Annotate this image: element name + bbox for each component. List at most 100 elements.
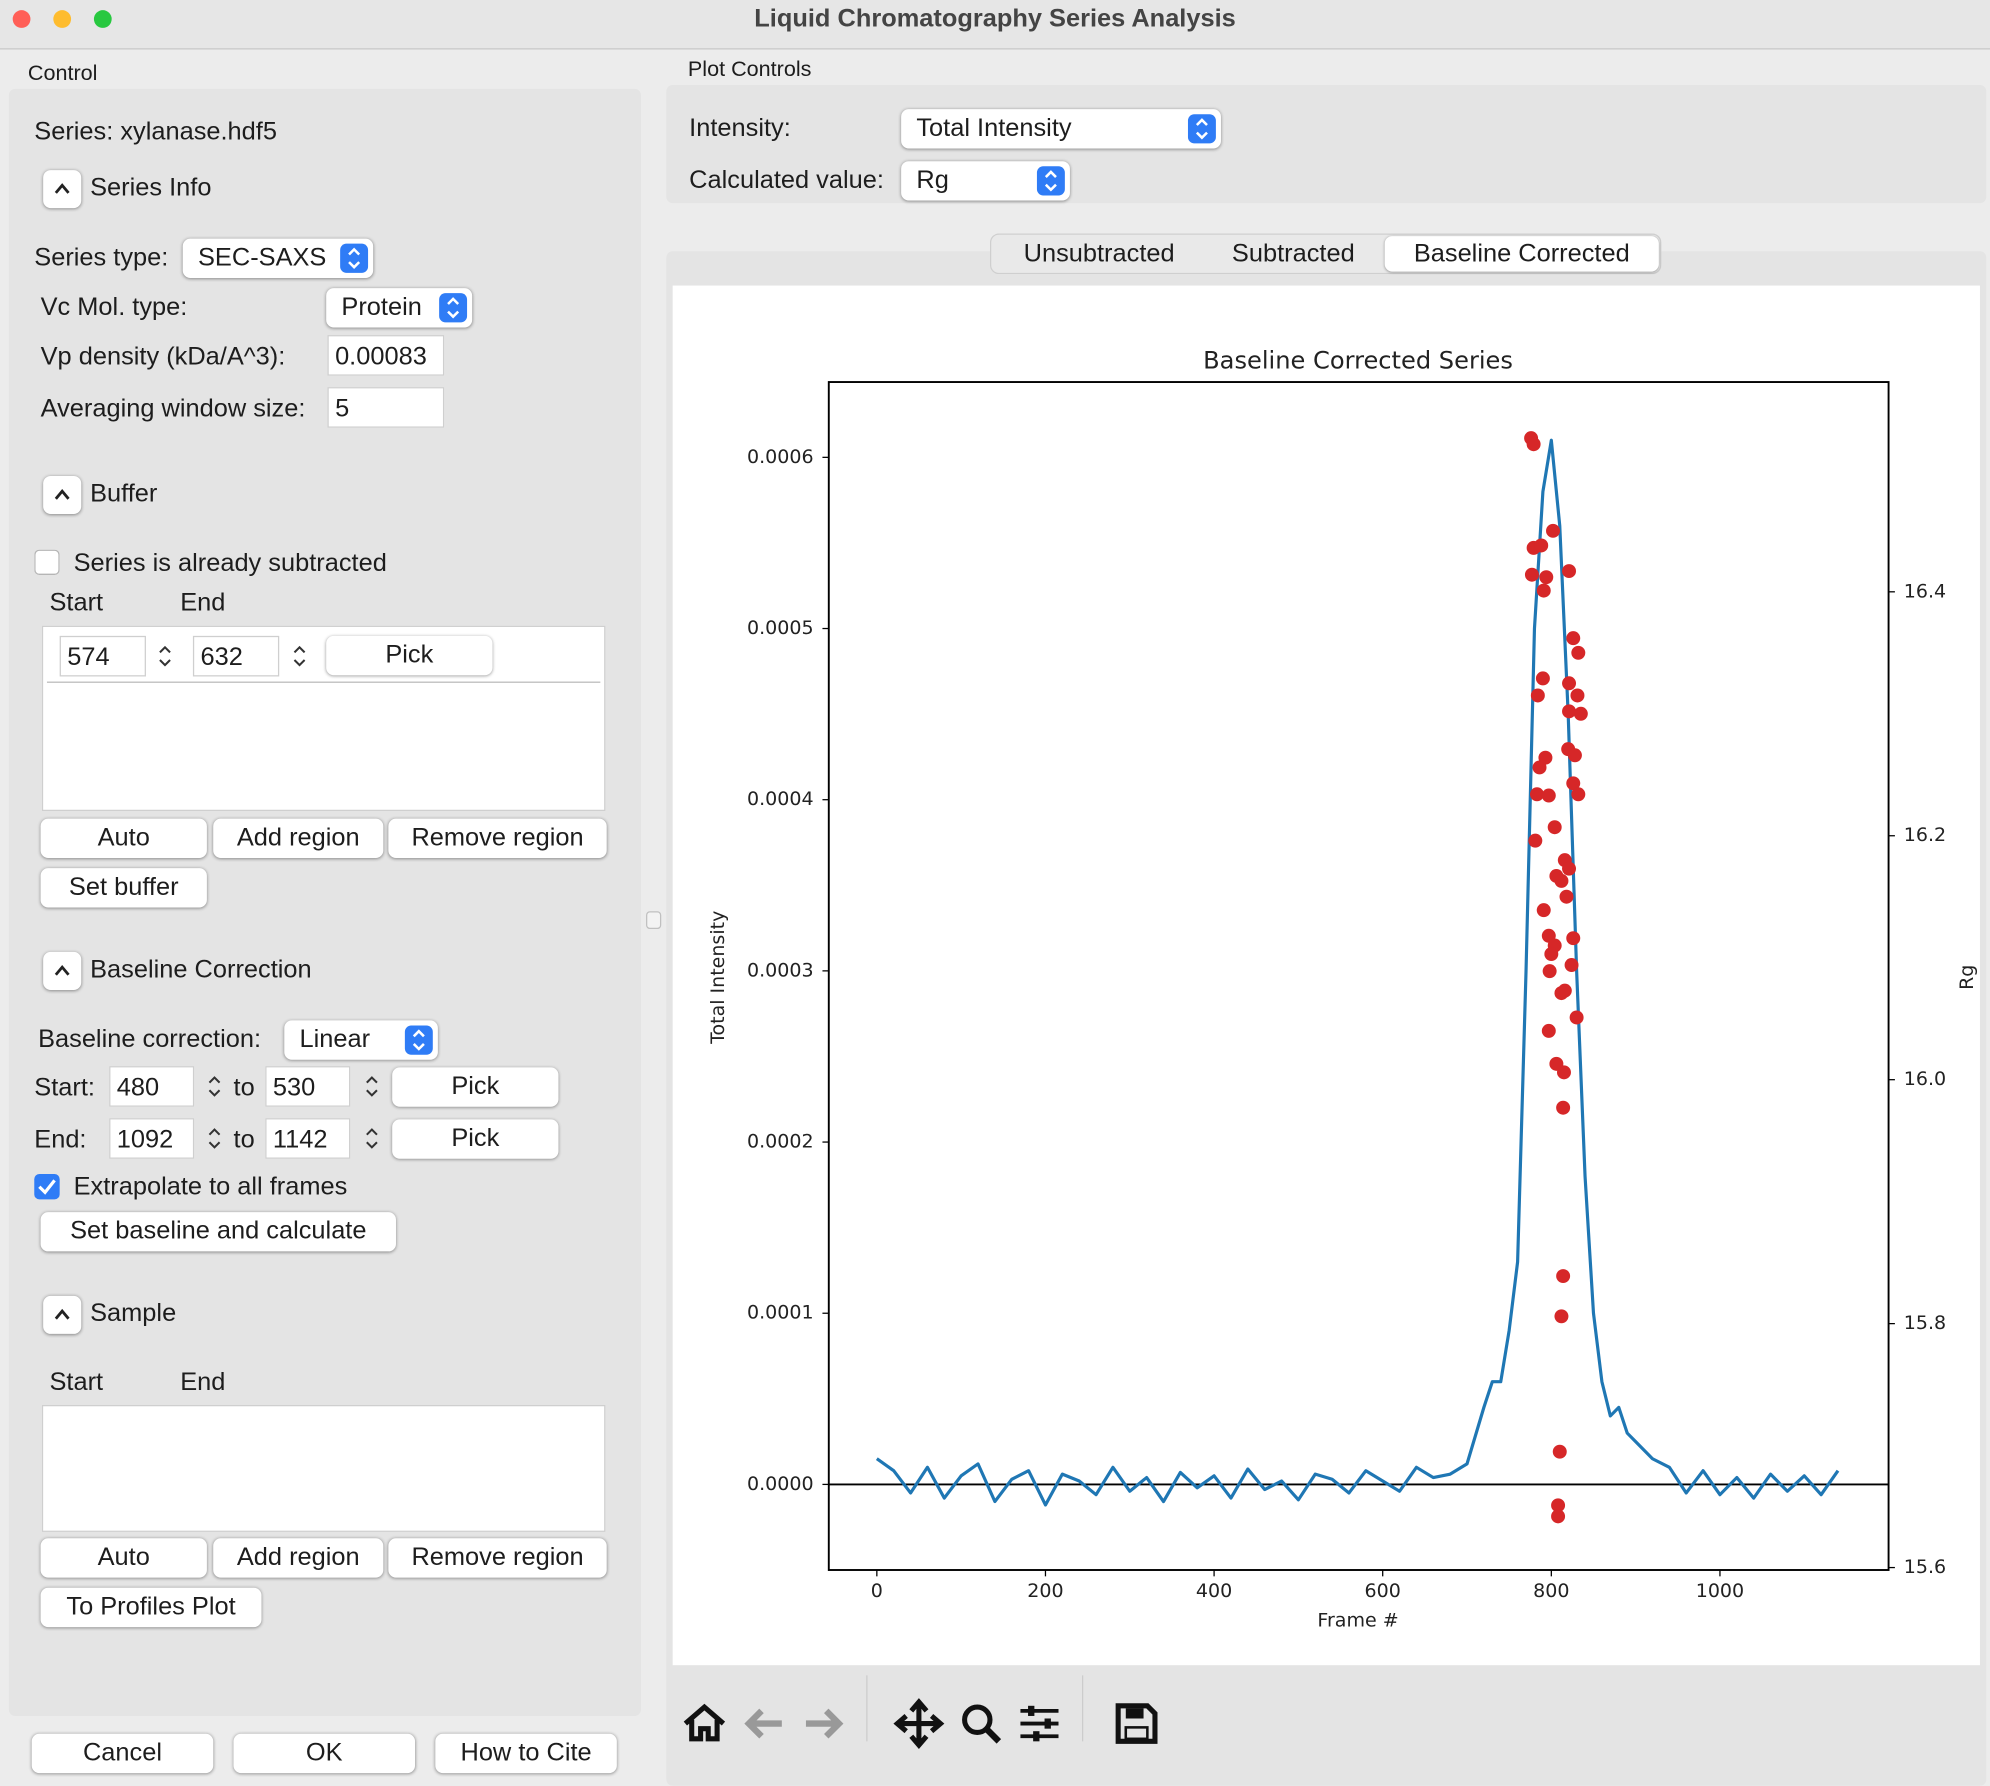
close-button[interactable]: [12, 10, 31, 28]
collapse-button[interactable]: [43, 170, 82, 209]
arrows: [366, 1076, 378, 1097]
tab[interactable]: Unsubtracted: [1023, 239, 1175, 268]
zoom-button[interactable]: [962, 1704, 1002, 1744]
caret: [54, 183, 70, 194]
rg-point: [1551, 1498, 1566, 1513]
cancel-button[interactable]: Cancel: [31, 1733, 214, 1774]
select-value: Rg: [916, 166, 949, 195]
arrows-icon: [1195, 118, 1208, 140]
x-tick-label: 400: [1196, 1580, 1232, 1602]
zoom-button[interactable]: [93, 10, 112, 28]
rg-point: [1552, 1444, 1567, 1459]
button[interactable]: Remove region: [388, 818, 607, 858]
rg-point: [1541, 788, 1556, 803]
spinner[interactable]: [152, 636, 177, 677]
caret-icon: [54, 488, 70, 500]
back-button[interactable]: [744, 1708, 782, 1739]
checkbox[interactable]: [34, 549, 60, 575]
rg-point: [1554, 873, 1569, 888]
spinner[interactable]: [359, 1118, 384, 1159]
arrows-icon: [366, 1076, 378, 1097]
intensity-line: [875, 438, 1840, 1507]
series-type-select[interactable]: SEC-SAXS: [182, 238, 374, 278]
pan-button[interactable]: [893, 1698, 945, 1750]
pick-button[interactable]: Pick: [326, 635, 493, 676]
collapse-button[interactable]: [43, 475, 82, 515]
splitter-handle[interactable]: [646, 911, 662, 930]
y2-axis-label: Rg: [1956, 965, 1978, 990]
label: Start:: [34, 1073, 95, 1102]
y2-tick-label: 15.8: [1904, 1312, 1946, 1334]
rg-point: [1571, 645, 1586, 660]
select-chevron: [1187, 114, 1216, 144]
label: Averaging window size:: [40, 394, 306, 423]
baseline-select[interactable]: Linear: [284, 1020, 438, 1060]
figure-background: [672, 285, 1980, 1666]
vc-select[interactable]: Protein: [326, 288, 473, 328]
x-tick-label: 1000: [1696, 1580, 1744, 1602]
button[interactable]: To Profiles Plot: [40, 1587, 262, 1628]
y2-tick-label: 16.4: [1904, 580, 1946, 602]
button[interactable]: Set buffer: [40, 868, 207, 908]
y-axis-label: Total Intensity: [707, 911, 729, 1045]
button[interactable]: Add region: [213, 1538, 384, 1578]
region-start[interactable]: 574: [59, 635, 146, 677]
arrows: [1044, 170, 1057, 192]
save-button[interactable]: [1115, 1703, 1158, 1744]
minimize-button[interactable]: [53, 10, 72, 28]
input[interactable]: 480: [109, 1066, 195, 1107]
tab[interactable]: Baseline Corrected: [1384, 236, 1659, 272]
arrows: [208, 1076, 221, 1097]
pick-button[interactable]: Pick: [392, 1067, 559, 1107]
configure-button[interactable]: [1020, 1705, 1059, 1742]
spinner[interactable]: [359, 1066, 384, 1107]
group-title: Plot Controls: [687, 57, 812, 82]
forward-button[interactable]: [805, 1708, 844, 1739]
spinner[interactable]: [287, 636, 312, 677]
input[interactable]: 1142: [265, 1118, 351, 1159]
collapse-button[interactable]: [43, 1295, 82, 1334]
button[interactable]: Auto: [40, 1538, 207, 1578]
rg-point: [1564, 958, 1579, 973]
pick-button[interactable]: Pick: [392, 1119, 559, 1159]
select-chevron: [1036, 166, 1065, 196]
rg-point: [1528, 833, 1543, 848]
checkbox[interactable]: [34, 1174, 60, 1200]
y-tick-label: 0.0003: [747, 959, 814, 981]
button[interactable]: Auto: [40, 818, 207, 858]
intensity-select[interactable]: Total Intensity: [901, 109, 1221, 149]
chart: Baseline Corrected Series Frame # Total …: [707, 347, 1978, 1632]
spinner[interactable]: [202, 1118, 227, 1159]
ok-button[interactable]: OK: [233, 1733, 416, 1774]
group-title: Control: [27, 60, 98, 86]
input[interactable]: 1092: [109, 1118, 195, 1159]
select-value: Linear: [299, 1025, 371, 1054]
rg-point: [1547, 820, 1562, 835]
collapse-button[interactable]: [43, 951, 82, 990]
select-chevron: [439, 293, 468, 323]
chart-title: Baseline Corrected Series: [1203, 347, 1513, 375]
rg-point: [1571, 787, 1586, 802]
region-end[interactable]: 632: [192, 635, 280, 677]
avg-input[interactable]: 5: [327, 387, 445, 428]
vp-input[interactable]: 0.00083: [327, 335, 445, 376]
select-chevron: [404, 1025, 433, 1055]
column-header: End: [180, 588, 226, 617]
button[interactable]: Remove region: [388, 1538, 607, 1578]
column-header: Start: [49, 588, 104, 617]
arrows-icon: [293, 645, 306, 667]
arrows: [447, 297, 460, 319]
home-button[interactable]: [683, 1703, 726, 1742]
tab[interactable]: Subtracted: [1231, 239, 1355, 268]
y2-tick-label: 16.2: [1904, 824, 1946, 846]
rg-point: [1524, 567, 1539, 582]
window-buttons[interactable]: [0, 0, 127, 41]
y-tick-label: 0.0001: [747, 1302, 814, 1324]
button[interactable]: Add region: [213, 818, 384, 858]
cite-button[interactable]: How to Cite: [435, 1733, 617, 1774]
input[interactable]: 530: [265, 1066, 351, 1107]
spinner[interactable]: [202, 1066, 227, 1107]
calc-select[interactable]: Rg: [901, 161, 1070, 201]
button[interactable]: Set baseline and calculate: [40, 1212, 396, 1252]
